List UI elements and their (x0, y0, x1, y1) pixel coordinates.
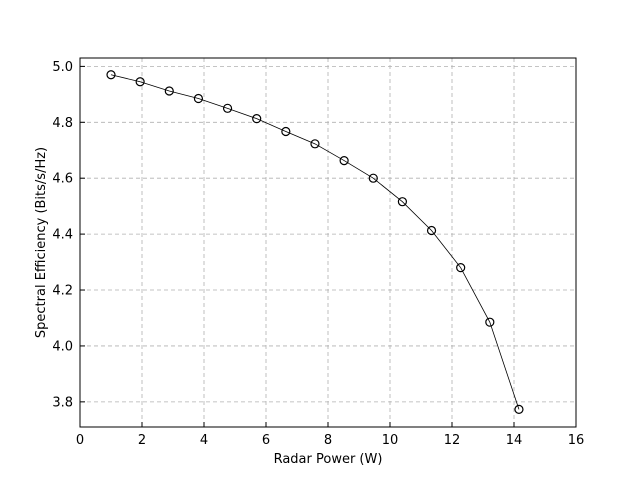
data-point (281, 126, 291, 137)
data-point (106, 70, 116, 80)
x-tick-label: 4 (200, 433, 208, 448)
y-tick-label: 3.8 (52, 395, 73, 410)
data-point (485, 317, 495, 327)
x-tick-label: 2 (138, 433, 146, 448)
y-tick-label: 4.2 (52, 284, 73, 299)
x-tick-label: 8 (324, 433, 332, 448)
y-axis-label: Spectral Efficiency (Bits/s/Hz) (34, 147, 49, 338)
data-point (339, 155, 349, 166)
ticks: 0 2 4 6 8 10 12 14 16 3.8 4.0 4.2 4.4 4.6 4.8 5.0 (52, 60, 584, 448)
series-layer (106, 70, 524, 414)
x-tick-label: 0 (76, 433, 84, 448)
grid (79, 58, 577, 427)
y-tick-label: 5.0 (52, 60, 73, 75)
y-tick-label: 4.8 (52, 116, 73, 131)
x-tick-label: 12 (444, 433, 461, 448)
data-point (426, 225, 437, 236)
data-point (368, 173, 378, 183)
data-point (135, 77, 145, 87)
x-tick-label: 16 (568, 433, 585, 448)
data-point (164, 86, 174, 96)
x-tick-label: 14 (506, 433, 523, 448)
data-point (310, 139, 320, 149)
series-line (110, 74, 520, 410)
x-axis-label: Radar Power (W) (274, 452, 383, 467)
y-tick-label: 4.6 (52, 172, 73, 187)
x-tick-label: 10 (382, 433, 399, 448)
y-tick-label: 4.0 (52, 339, 73, 354)
data-point (514, 404, 524, 414)
data-point (397, 197, 407, 207)
data-point (222, 103, 233, 113)
data-point (193, 93, 204, 104)
y-tick-label: 4.4 (52, 228, 73, 243)
x-tick-label: 6 (262, 433, 270, 448)
data-point (456, 263, 466, 273)
data-point (252, 114, 262, 124)
